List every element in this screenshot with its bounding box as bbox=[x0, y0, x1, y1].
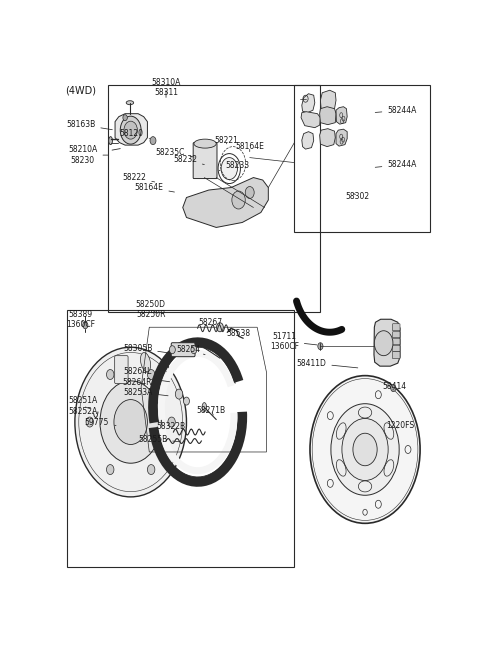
Circle shape bbox=[150, 137, 156, 145]
Circle shape bbox=[216, 323, 223, 332]
Circle shape bbox=[318, 343, 323, 350]
Circle shape bbox=[100, 381, 161, 463]
Text: (4WD): (4WD) bbox=[66, 86, 96, 95]
Ellipse shape bbox=[202, 402, 206, 411]
Text: 58221: 58221 bbox=[215, 135, 239, 145]
Polygon shape bbox=[321, 90, 336, 111]
Circle shape bbox=[169, 345, 175, 354]
Text: 58255B: 58255B bbox=[138, 435, 179, 443]
Circle shape bbox=[353, 434, 377, 466]
Circle shape bbox=[232, 191, 245, 209]
Text: 58164E: 58164E bbox=[235, 142, 264, 152]
Polygon shape bbox=[374, 319, 400, 366]
Circle shape bbox=[107, 369, 114, 380]
Text: 58120: 58120 bbox=[120, 129, 150, 139]
Circle shape bbox=[374, 330, 393, 356]
Text: 58250D
58250R: 58250D 58250R bbox=[136, 299, 166, 319]
Polygon shape bbox=[301, 111, 321, 128]
Text: 58414: 58414 bbox=[382, 382, 406, 391]
Text: 1220FS: 1220FS bbox=[386, 421, 414, 430]
FancyBboxPatch shape bbox=[193, 143, 217, 179]
Circle shape bbox=[245, 187, 254, 198]
Text: 58251A
58252A: 58251A 58252A bbox=[68, 397, 97, 416]
Text: 58233: 58233 bbox=[219, 161, 250, 170]
Circle shape bbox=[331, 404, 399, 495]
Text: 58389
1360CF: 58389 1360CF bbox=[66, 310, 95, 329]
Text: 58164E: 58164E bbox=[134, 183, 174, 192]
Text: 58310A
58311: 58310A 58311 bbox=[151, 78, 180, 97]
Circle shape bbox=[83, 322, 88, 329]
Text: 58264L
58264R: 58264L 58264R bbox=[123, 367, 169, 387]
FancyBboxPatch shape bbox=[393, 352, 400, 359]
Polygon shape bbox=[302, 132, 314, 149]
Circle shape bbox=[168, 417, 175, 427]
Circle shape bbox=[310, 376, 420, 524]
Circle shape bbox=[147, 369, 155, 380]
FancyBboxPatch shape bbox=[393, 324, 400, 330]
Ellipse shape bbox=[194, 139, 216, 148]
Text: 58235C: 58235C bbox=[155, 148, 194, 157]
Polygon shape bbox=[336, 129, 347, 146]
Circle shape bbox=[391, 385, 396, 391]
FancyBboxPatch shape bbox=[393, 332, 400, 338]
Text: 58271B: 58271B bbox=[196, 406, 226, 415]
Circle shape bbox=[75, 347, 186, 497]
Text: 58538: 58538 bbox=[227, 329, 251, 338]
Polygon shape bbox=[320, 107, 336, 124]
FancyBboxPatch shape bbox=[393, 339, 400, 345]
Text: 58163B: 58163B bbox=[66, 120, 112, 130]
Text: 58222: 58222 bbox=[122, 173, 155, 182]
FancyBboxPatch shape bbox=[171, 343, 195, 356]
Bar bbox=[67, 310, 294, 567]
Circle shape bbox=[114, 400, 147, 445]
Text: 58305B: 58305B bbox=[123, 343, 168, 353]
Circle shape bbox=[147, 465, 155, 474]
Circle shape bbox=[191, 345, 197, 354]
Text: 58254: 58254 bbox=[177, 345, 205, 354]
Text: 58232: 58232 bbox=[173, 155, 204, 165]
Circle shape bbox=[123, 115, 127, 121]
Text: 51711
1360CF: 51711 1360CF bbox=[270, 332, 317, 351]
Circle shape bbox=[183, 397, 190, 405]
Text: 58322B: 58322B bbox=[156, 422, 192, 430]
Text: 58267: 58267 bbox=[199, 318, 223, 327]
FancyBboxPatch shape bbox=[393, 345, 400, 352]
Polygon shape bbox=[302, 94, 315, 113]
Text: 58253A: 58253A bbox=[123, 388, 168, 397]
Circle shape bbox=[120, 116, 141, 144]
Text: 58302: 58302 bbox=[346, 192, 370, 201]
Circle shape bbox=[175, 389, 183, 399]
Text: 58210A
58230: 58210A 58230 bbox=[68, 145, 108, 165]
Text: 58244A: 58244A bbox=[375, 160, 417, 169]
FancyBboxPatch shape bbox=[115, 356, 128, 384]
Ellipse shape bbox=[141, 353, 151, 372]
Bar bbox=[294, 86, 430, 233]
Text: 58244A: 58244A bbox=[375, 106, 417, 115]
Polygon shape bbox=[183, 178, 268, 227]
Ellipse shape bbox=[126, 100, 133, 105]
Polygon shape bbox=[336, 107, 347, 124]
Circle shape bbox=[124, 121, 137, 139]
Bar bbox=[108, 86, 321, 312]
Circle shape bbox=[86, 417, 94, 427]
Text: 59775: 59775 bbox=[85, 417, 116, 426]
Ellipse shape bbox=[221, 157, 238, 179]
Polygon shape bbox=[115, 113, 147, 145]
Circle shape bbox=[342, 419, 388, 481]
Polygon shape bbox=[320, 129, 335, 146]
Ellipse shape bbox=[109, 137, 112, 145]
Text: 58411D: 58411D bbox=[297, 358, 358, 368]
Circle shape bbox=[107, 465, 114, 474]
